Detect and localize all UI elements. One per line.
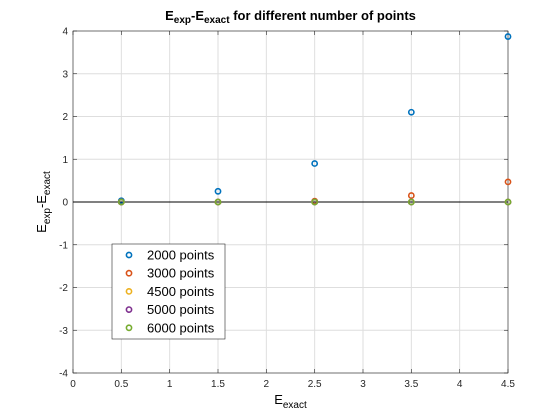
x-tick-label: 3.5 [404, 379, 418, 390]
y-tick-label: -2 [59, 283, 68, 294]
x-tick-label: 1 [167, 379, 173, 390]
legend: 2000 points 3000 points 4500 points 5000 po… [112, 244, 225, 339]
legend-label: 4500 points [147, 284, 215, 299]
y-tick-label: -4 [59, 369, 68, 380]
x-tick-label: 2 [264, 379, 270, 390]
y-tick-label: 4 [62, 27, 68, 38]
y-tick-label: 0 [62, 198, 68, 209]
x-tick-label: 1.5 [211, 379, 225, 390]
y-tick-label: 2 [62, 112, 68, 123]
legend-label: 3000 points [147, 266, 215, 281]
x-tick-label: 0.5 [114, 379, 128, 390]
y-tick-label: 3 [62, 69, 68, 80]
x-tick-label: 2.5 [308, 379, 322, 390]
legend-label: 2000 points [147, 248, 215, 263]
x-tick-label: 4.5 [501, 379, 515, 390]
legend-label: 5000 points [147, 302, 215, 317]
x-tick-label: 4 [457, 379, 463, 390]
x-tick-label: 3 [360, 379, 366, 390]
y-tick-label: 1 [62, 155, 68, 166]
x-tick-label: 0 [70, 379, 76, 390]
y-tick-label: -1 [59, 240, 68, 251]
legend-label: 6000 points [147, 320, 215, 335]
y-tick-label: -3 [59, 326, 68, 337]
